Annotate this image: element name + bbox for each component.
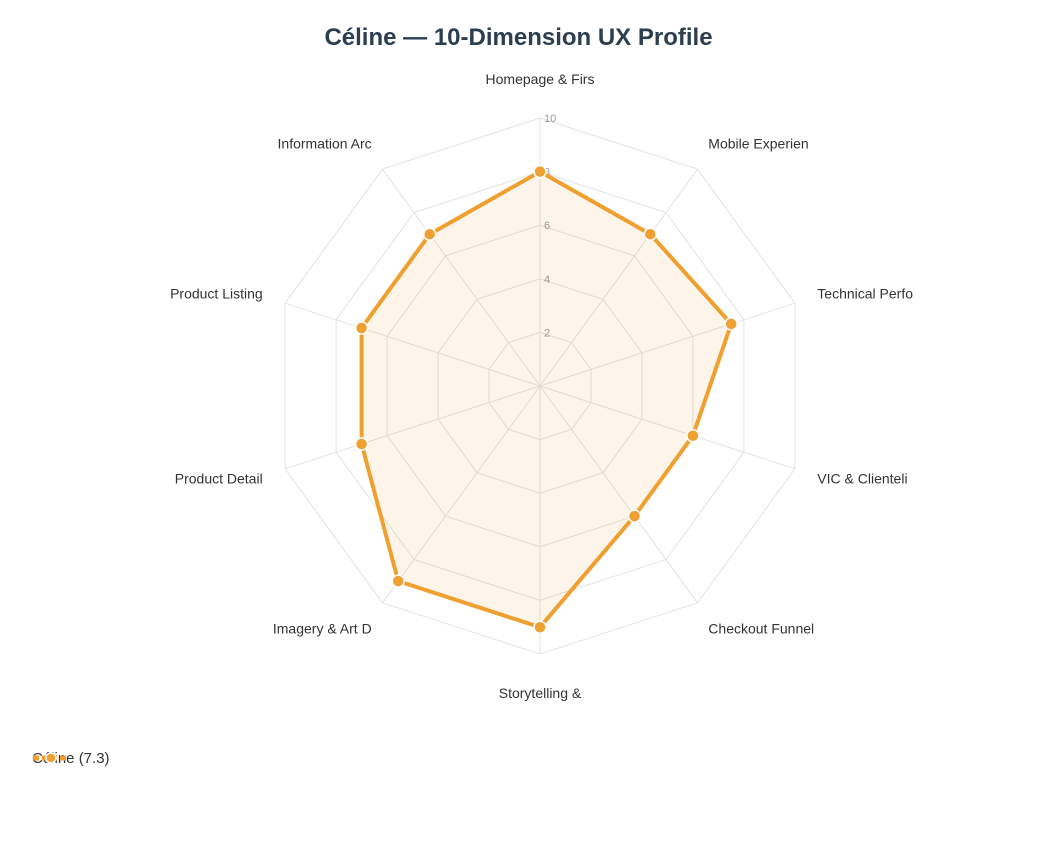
data-point[interactable] [422,227,437,241]
data-point[interactable] [627,509,642,523]
tick-label: 10 [544,113,556,125]
radar-labels: Homepage & Firs Mobile Experien Technical … [170,71,913,701]
axis-label: Checkout Funnel [708,621,814,637]
axis-label: Imagery & Art D [273,621,372,637]
tick-label: 4 [544,274,550,286]
grid-spoke [284,302,541,387]
radar-grid: 2 4 6 8 10 [284,113,796,655]
grid-spoke [284,385,541,470]
data-point[interactable] [533,620,547,634]
radar-series [354,164,738,634]
grid-spoke [539,385,698,604]
axis-label: Product Detail [175,471,263,487]
tick-label: 6 [544,220,550,232]
axis-label: Homepage & Firs [486,71,595,87]
data-point[interactable] [724,317,738,331]
grid-spoke [539,168,698,387]
data-point[interactable] [686,428,700,443]
data-point[interactable] [354,321,369,335]
grid-spoke [539,302,796,387]
axis-label: Mobile Experien [708,135,808,151]
grid-spoke [382,385,541,604]
data-point[interactable] [354,437,369,451]
tick-label: 2 [544,327,550,339]
series-area [361,171,732,628]
legend-swatch-icon [33,752,69,764]
chart-title: Céline — 10-Dimension UX Profile [324,24,713,51]
axis-label: Technical Perfo [817,285,913,301]
data-point[interactable] [643,227,658,241]
axis-label: VIC & Clienteli [817,471,907,487]
tick-label: 8 [544,167,550,179]
legend[interactable]: Céline (7.3) [32,750,110,767]
data-point[interactable] [391,574,405,588]
grid-spoke [382,168,541,387]
data-point[interactable] [533,164,547,179]
axis-label: Storytelling & [499,685,582,701]
grid-spoke [539,385,796,470]
axis-label: Product Listing [170,285,263,301]
axis-label: Information Arc [278,135,372,151]
